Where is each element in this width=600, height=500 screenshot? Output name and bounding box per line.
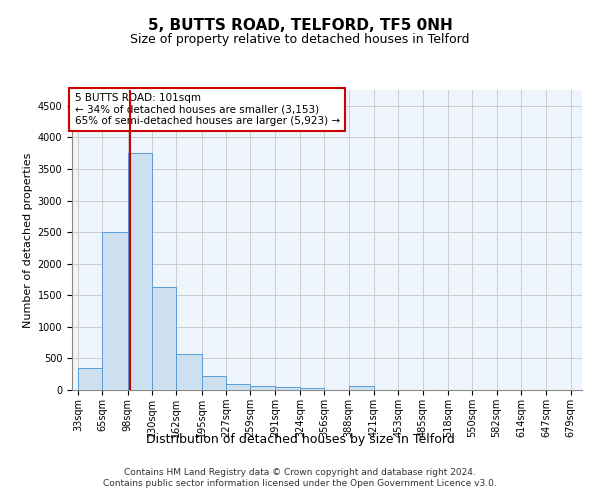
Bar [226, 384, 250, 390]
Bar [250, 386, 275, 390]
Bar [202, 376, 226, 390]
Bar [300, 388, 325, 390]
Bar [176, 354, 202, 390]
Bar [275, 387, 300, 390]
Bar [78, 368, 103, 390]
Text: Distribution of detached houses by size in Telford: Distribution of detached houses by size … [146, 432, 454, 446]
Text: Contains HM Land Registry data © Crown copyright and database right 2024.
Contai: Contains HM Land Registry data © Crown c… [103, 468, 497, 487]
Bar [128, 153, 152, 390]
Bar [103, 232, 128, 390]
Bar [349, 386, 374, 390]
Bar [152, 288, 176, 390]
Text: 5, BUTTS ROAD, TELFORD, TF5 0NH: 5, BUTTS ROAD, TELFORD, TF5 0NH [148, 18, 452, 32]
Text: 5 BUTTS ROAD: 101sqm
← 34% of detached houses are smaller (3,153)
65% of semi-de: 5 BUTTS ROAD: 101sqm ← 34% of detached h… [74, 93, 340, 126]
Text: Size of property relative to detached houses in Telford: Size of property relative to detached ho… [130, 32, 470, 46]
Y-axis label: Number of detached properties: Number of detached properties [23, 152, 34, 328]
